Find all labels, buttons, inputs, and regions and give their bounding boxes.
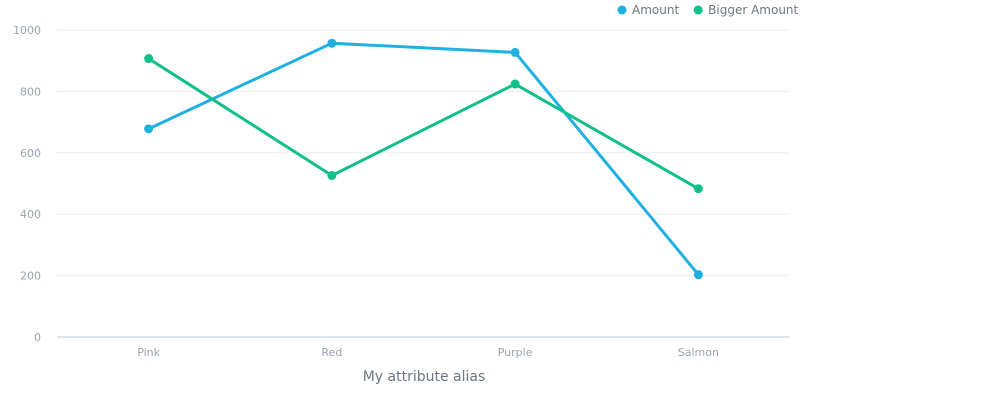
y-tick-label: 1000	[13, 24, 41, 37]
legend-label: Bigger Amount	[708, 3, 798, 17]
x-tick-label: Pink	[137, 346, 160, 359]
x-tick-label: Red	[321, 346, 342, 359]
legend-marker	[617, 5, 627, 15]
y-tick-label: 200	[20, 270, 41, 283]
x-axis-title: My attribute alias	[363, 369, 486, 385]
legend: Amount Bigger Amount	[617, 3, 799, 17]
legend-marker	[693, 5, 703, 15]
x-axis: Pink Red Purple Salmon	[57, 336, 790, 359]
series-bigger-amount	[144, 54, 703, 194]
legend-label: Amount	[632, 3, 679, 17]
y-tick-label: 600	[20, 147, 41, 160]
data-point[interactable]	[510, 47, 520, 57]
y-axis: 0 200 400 600 800 1000	[13, 24, 41, 344]
data-point[interactable]	[327, 38, 337, 48]
x-tick-label: Purple	[498, 346, 533, 359]
series-amount	[144, 38, 703, 280]
y-tick-label: 800	[20, 85, 41, 98]
data-point[interactable]	[327, 171, 337, 181]
data-point[interactable]	[144, 124, 154, 134]
y-tick-label: 0	[34, 331, 41, 344]
data-point[interactable]	[693, 184, 703, 194]
y-tick-label: 400	[20, 208, 41, 221]
series-line	[147, 57, 700, 191]
series-line	[147, 41, 700, 277]
x-tick-label: Salmon	[678, 346, 719, 359]
grid-layer	[57, 29, 790, 277]
data-point[interactable]	[144, 54, 154, 64]
data-point[interactable]	[693, 270, 703, 280]
data-point[interactable]	[510, 79, 520, 89]
series-layer	[144, 38, 703, 280]
